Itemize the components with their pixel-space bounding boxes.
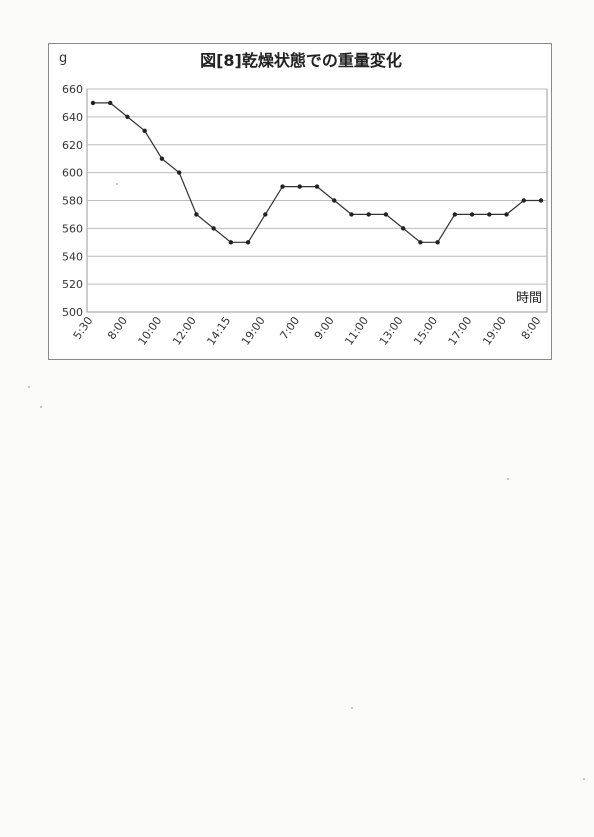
x-tick-label: 13:00 bbox=[377, 314, 406, 347]
data-point bbox=[469, 212, 475, 217]
data-point bbox=[400, 226, 406, 231]
data-point bbox=[280, 184, 285, 189]
data-point bbox=[487, 212, 492, 217]
data-point bbox=[108, 100, 113, 106]
scan-speck bbox=[507, 478, 509, 480]
y-tick-label: 640 bbox=[62, 111, 83, 124]
y-axis-unit-label: g bbox=[59, 51, 67, 66]
y-tick-label: 520 bbox=[62, 278, 83, 291]
x-tick-label: 10:00 bbox=[136, 314, 165, 347]
data-point bbox=[349, 212, 354, 217]
y-tick-label: 540 bbox=[62, 250, 83, 263]
data-point bbox=[125, 114, 130, 120]
x-tick-label: 9:00 bbox=[312, 314, 337, 342]
data-point bbox=[435, 240, 440, 245]
y-axis-ticks: 500 520 540 560 580 600 620 640 660 bbox=[62, 83, 83, 319]
x-tick-label: 19:00 bbox=[239, 314, 268, 347]
series-layer bbox=[90, 100, 544, 245]
y-tick-label: 580 bbox=[62, 195, 83, 208]
line-chart: 図[8]乾燥状態での重量変化 g 500 520 540 560 580 600 620 64… bbox=[59, 51, 548, 348]
data-point bbox=[176, 170, 182, 175]
data-point bbox=[452, 212, 458, 217]
y-tick-label: 660 bbox=[62, 83, 83, 96]
x-tick-label: 19:00 bbox=[480, 314, 509, 347]
data-point bbox=[521, 198, 526, 203]
data-point bbox=[211, 226, 216, 231]
scan-speck bbox=[40, 406, 42, 408]
data-point bbox=[194, 212, 199, 217]
y-tick-label: 560 bbox=[62, 222, 83, 235]
x-axis-ticks: 5:30 8:00 10:00 12:00 14:15 19:00 7:00 9:00 11:0… bbox=[71, 314, 544, 347]
x-tick-label: 8:00 bbox=[519, 314, 544, 342]
data-point bbox=[297, 184, 302, 189]
scan-speck bbox=[351, 707, 353, 709]
x-tick-label: 14:15 bbox=[204, 314, 233, 347]
data-point bbox=[314, 184, 320, 189]
y-tick-label: 500 bbox=[62, 306, 83, 319]
data-point bbox=[383, 212, 389, 217]
x-tick-label: 17:00 bbox=[446, 314, 475, 347]
scan-speck bbox=[28, 386, 30, 388]
data-point bbox=[418, 240, 423, 245]
data-point bbox=[228, 240, 234, 245]
x-tick-label: 12:00 bbox=[170, 314, 199, 347]
scan-speck bbox=[116, 183, 118, 185]
data-point bbox=[332, 198, 337, 203]
grid-lines bbox=[87, 88, 547, 285]
x-tick-label: 8:00 bbox=[105, 314, 130, 342]
data-point bbox=[504, 212, 509, 217]
data-point bbox=[538, 198, 544, 203]
chart-title: 図[8]乾燥状態での重量変化 bbox=[200, 51, 402, 70]
data-point bbox=[245, 240, 251, 245]
data-point bbox=[142, 128, 147, 134]
x-tick-label: 15:00 bbox=[411, 314, 440, 347]
x-axis-label: 時間 bbox=[516, 291, 542, 306]
x-tick-label: 7:00 bbox=[277, 314, 302, 342]
chart-frame: 図[8]乾燥状態での重量変化 g 500 520 540 560 580 600 620 64… bbox=[48, 43, 552, 360]
scan-speck bbox=[583, 778, 585, 780]
data-point bbox=[90, 100, 96, 106]
x-tick-label: 11:00 bbox=[342, 314, 371, 347]
data-point bbox=[263, 212, 268, 217]
data-point bbox=[366, 212, 371, 217]
y-tick-label: 620 bbox=[62, 139, 83, 152]
y-tick-label: 600 bbox=[62, 167, 83, 180]
data-point bbox=[159, 156, 165, 161]
